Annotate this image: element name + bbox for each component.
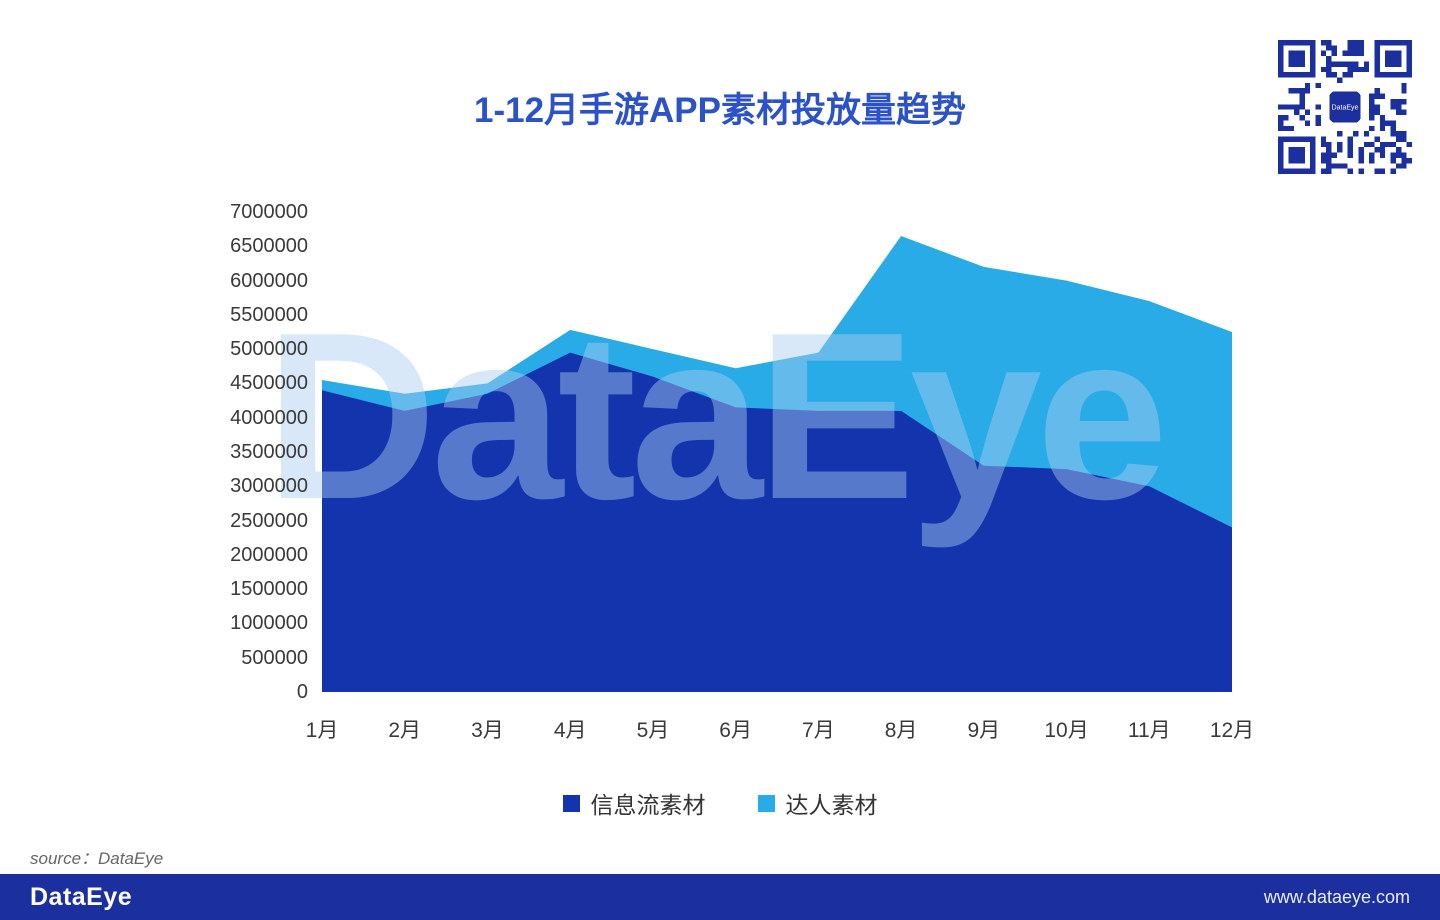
x-tick-label: 5月 [636,719,670,742]
footer-logo: DataEye [30,882,133,911]
legend-swatch-icon [562,794,580,812]
y-tick-label: 500000 [241,646,308,669]
footer-url: www.dataeye.com [1263,886,1410,907]
y-tick-label: 3500000 [230,441,308,463]
y-tick-label: 0 [296,681,308,703]
legend-item: 信息流素材 [562,786,706,820]
legend-label: 信息流素材 [590,792,706,818]
y-tick-label: 7000000 [230,201,308,223]
series-area-xinxiliu [322,352,1232,692]
svg-text:DataEye: DataEye [1332,105,1359,112]
y-tick-label: 5000000 [230,338,308,361]
y-tick-label: 4000000 [230,406,308,429]
y-tick-label: 6500000 [230,235,308,258]
y-tick-label: 6000000 [230,269,308,292]
x-tick-label: 12月 [1209,719,1255,742]
y-tick-label: 1000000 [230,612,308,635]
x-tick-label: 10月 [1044,719,1089,742]
y-tick-label: 2000000 [230,543,308,566]
x-tick-label: 1月 [305,719,339,742]
x-tick-label: 9月 [967,719,1001,742]
source-note: source：DataEye [30,849,164,868]
y-tick-label: 5500000 [230,303,308,326]
chart-plot [322,236,1232,692]
chart-title: 1-12月手游APP素材投放量趋势 [473,91,967,130]
qr-code-icon: DataEye [1278,40,1412,174]
legend: 信息流素材 达人素材 [0,786,1440,820]
y-tick-label: 2500000 [230,509,308,532]
legend-item: 达人素材 [757,786,878,820]
y-tick-label: 4500000 [230,372,308,395]
legend-label: 达人素材 [785,792,878,818]
y-tick-label: 1500000 [230,578,308,601]
x-tick-label: 11月 [1127,719,1171,742]
x-tick-label: 2月 [388,719,422,742]
x-tick-label: 6月 [719,719,752,742]
x-tick-label: 4月 [553,719,587,742]
legend-swatch-icon [757,794,775,812]
x-tick-label: 8月 [884,719,918,742]
x-tick-label: 3月 [471,719,504,742]
x-tick-label: 7月 [802,719,835,742]
footer: DataEye www.dataeye.com [0,874,1440,920]
y-tick-label: 3000000 [230,475,308,498]
